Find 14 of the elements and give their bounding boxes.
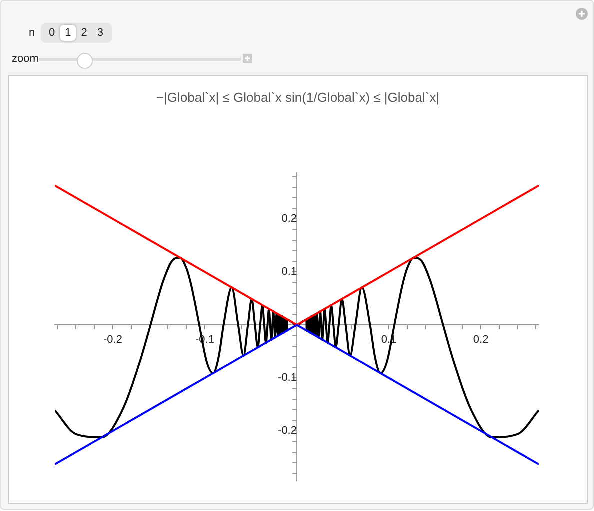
x-tick-label: 0.2 — [473, 334, 489, 346]
text: 3 — [96, 26, 104, 41]
y-tick-label: 0.1 — [282, 266, 297, 278]
y-tick-label: 0.2 — [282, 213, 297, 226]
chart-title: −|Global`x| ≤ Global`x sin(1/Global`x) ≤ |Global`x| — [155, 90, 441, 105]
text: n — [29, 27, 36, 39]
y-tick-label: -0.2 — [278, 425, 297, 438]
text: 1 — [60, 25, 76, 41]
y-tick-label: -0.1 — [278, 372, 297, 384]
text: 0 — [48, 26, 56, 41]
x-tick-label: -0.2 — [103, 334, 122, 346]
line-series — [55, 256, 539, 439]
text: 2 — [80, 26, 88, 41]
text: zoom — [12, 53, 39, 65]
